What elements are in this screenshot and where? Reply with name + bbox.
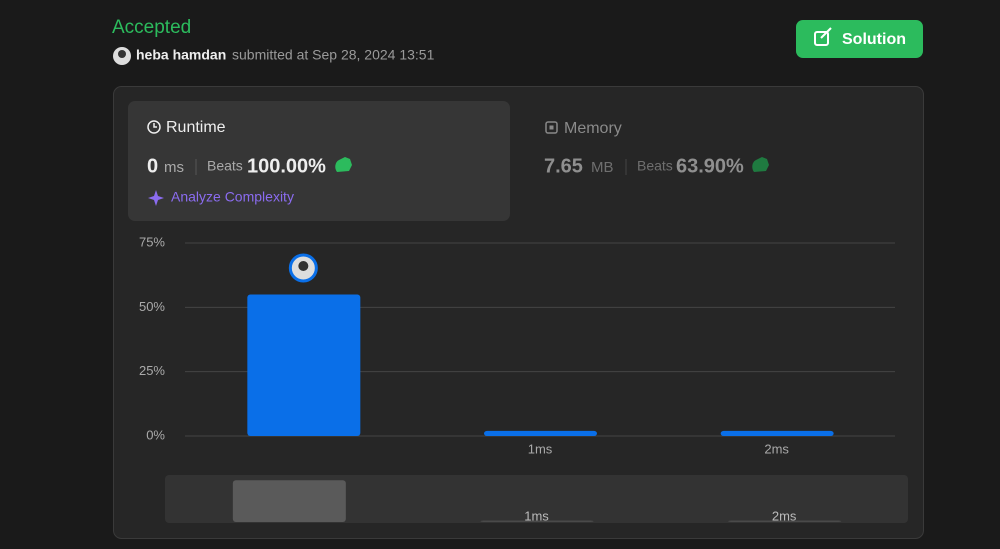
- button-label[interactable]: Solution: [842, 31, 906, 48]
- memory-beats: 63.90%: [676, 155, 744, 177]
- x-tick-label: 1ms: [528, 441, 553, 456]
- minimap-label: 1ms: [524, 508, 549, 523]
- chart-minimap[interactable]: [165, 475, 908, 523]
- bar: [720, 430, 834, 436]
- clap-icon: [335, 157, 352, 172]
- bar: [247, 294, 361, 436]
- memory-value: 7.65: [544, 155, 583, 177]
- analyze-link[interactable]: Analyze Complexity: [171, 189, 294, 205]
- bar: [484, 430, 597, 436]
- x-tick-label: 2ms: [764, 441, 789, 456]
- user-avatar: [113, 47, 131, 65]
- memory-title: Memory: [564, 120, 622, 137]
- user-marker: [288, 253, 318, 283]
- minimap-bar: [728, 520, 842, 522]
- minimap-bar: [480, 520, 594, 522]
- runtime-value: 0: [147, 155, 158, 177]
- runtime-card[interactable]: [128, 101, 510, 221]
- minimap-label: 2ms: [772, 508, 797, 523]
- runtime-beats: 100.00%: [247, 155, 326, 177]
- submitted-at: submitted at Sep 28, 2024 13:51: [232, 47, 435, 63]
- y-tick-label: 25%: [139, 363, 165, 378]
- status: Accepted: [112, 17, 191, 38]
- clock-icon: [147, 120, 161, 134]
- clap-icon: [752, 157, 769, 172]
- solution-button[interactable]: Solution: [796, 20, 923, 58]
- avatar-face: [298, 261, 309, 271]
- y-tick-label: 0%: [146, 427, 165, 442]
- sparkle-icon: [148, 190, 164, 206]
- minimap-bar: [232, 480, 346, 522]
- user-name[interactable]: heba hamdan: [136, 47, 226, 63]
- runtime-unit: ms: [164, 159, 184, 176]
- y-tick-label: 75%: [139, 234, 165, 249]
- beats-label: Beats: [637, 158, 673, 174]
- runtime-title: Runtime: [166, 119, 226, 136]
- chip-icon: [545, 121, 558, 134]
- beats-label: Beats: [207, 158, 243, 174]
- y-tick-label: 50%: [139, 299, 165, 314]
- memory-unit: MB: [591, 159, 614, 176]
